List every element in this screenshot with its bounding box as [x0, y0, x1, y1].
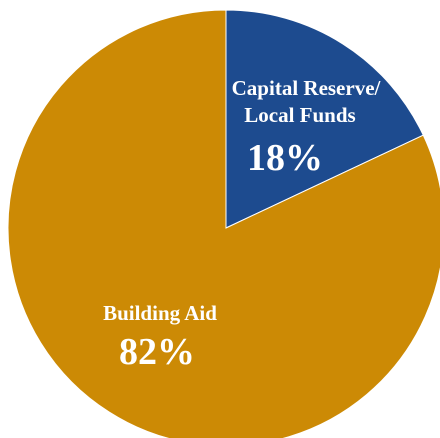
- pie-labels: Capital Reserve/Local Funds 18% Building A…: [103, 76, 381, 373]
- slice-label-0-line-0: Capital Reserve/: [232, 76, 382, 100]
- pie-slice-1: [7, 9, 440, 438]
- slice-label-1-line-0: Building Aid: [103, 301, 217, 325]
- slice-value-label-1: 82%: [119, 331, 195, 373]
- slice-label-0-line-1: Local Funds: [244, 103, 355, 127]
- pie-slices: [7, 9, 440, 438]
- pie-slice-0: [225, 9, 424, 229]
- slice-value-label-0: 18%: [247, 137, 323, 179]
